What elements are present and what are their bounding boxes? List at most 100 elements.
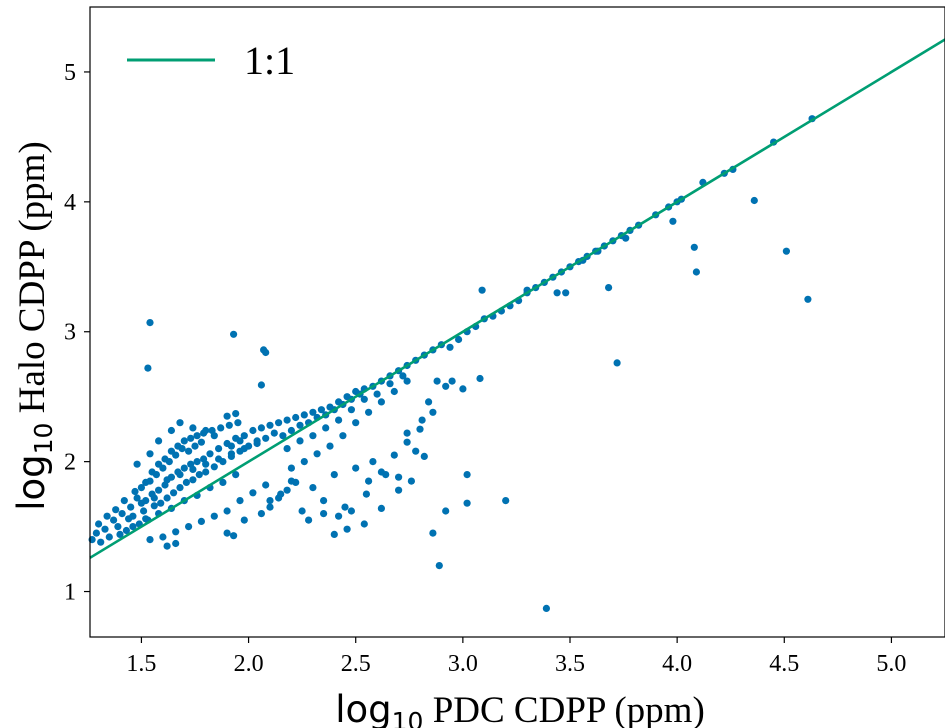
scatter-point (110, 516, 118, 524)
scatter-point (542, 604, 551, 613)
scatter-point (240, 516, 248, 524)
scatter-point (174, 442, 182, 450)
scatter-point (287, 464, 295, 472)
scatter-point (129, 523, 137, 531)
scatter-point (352, 464, 360, 472)
scatter-point (446, 343, 454, 351)
scatter-point (210, 463, 218, 471)
scatter-point (236, 437, 244, 445)
scatter-point (146, 450, 154, 458)
scatter-point (150, 494, 158, 502)
scatter-point (262, 348, 270, 357)
scatter-point (266, 503, 274, 511)
scatter-point (127, 503, 135, 511)
scatter-point (669, 217, 677, 225)
scatter-point (433, 377, 441, 385)
scatter-point (442, 507, 450, 515)
scatter-point (189, 424, 197, 432)
scatter-point (180, 464, 188, 472)
scatter-point (326, 442, 334, 450)
scatter-point (690, 243, 698, 251)
scatter-point (390, 451, 398, 459)
scatter-point (157, 499, 165, 507)
scatter-point (390, 387, 398, 396)
scatter-point (300, 458, 308, 466)
scatter-point (170, 489, 178, 497)
scatter-point (320, 509, 328, 518)
scatter-point (317, 406, 325, 414)
scatter-point (219, 478, 227, 486)
scatter-point (463, 471, 471, 479)
scatter-point (163, 494, 171, 502)
y-tick-label: 3 (64, 320, 76, 346)
identity-line (89, 38, 945, 559)
x-tick-label: 3.5 (555, 651, 585, 677)
scatter-point (339, 432, 347, 440)
scatter-point (395, 486, 403, 494)
scatter-point (217, 424, 225, 432)
scatter-point (97, 538, 105, 546)
scatter-point (150, 502, 158, 510)
scatter-point (395, 473, 403, 481)
scatter-point (146, 319, 154, 327)
scatter-point (189, 476, 197, 484)
scatter-point (240, 432, 248, 440)
x-axis-ticks: 1.5 2.0 2.5 3.0 3.5 4.0 4.5 5.0 (126, 637, 906, 677)
scatter-point (182, 478, 190, 486)
scatter-point (429, 529, 437, 537)
scatter-point (234, 419, 242, 427)
y-axis-label-subscript: 10 (29, 423, 58, 455)
scatter-point (210, 432, 218, 440)
scatter-point (382, 471, 390, 479)
scatter-point (322, 424, 330, 432)
scatter-point (195, 471, 203, 479)
scatter-point (133, 460, 141, 468)
y-axis-label: log10 Halo CDPP (ppm) (10, 141, 58, 511)
scatter-point (146, 536, 154, 544)
scatter-point (352, 419, 360, 427)
y-tick-label: 1 (64, 580, 76, 606)
scatter-point (455, 335, 463, 344)
scatter-point (386, 380, 394, 388)
scatter-point (309, 484, 317, 492)
scatter-point (176, 484, 184, 492)
scatter-point (262, 481, 270, 489)
scatter-point (266, 497, 274, 505)
scatter-point (125, 515, 133, 523)
scatter-point (92, 529, 100, 537)
scatter-point (287, 477, 295, 485)
scatter-point (335, 512, 343, 520)
scatter-point (202, 426, 210, 435)
legend: 1:1 (127, 38, 295, 83)
scatter-point (223, 507, 231, 515)
scatter-point (118, 509, 126, 518)
scatter-point (283, 445, 291, 453)
scatter-point (249, 426, 257, 435)
scatter-point (230, 330, 238, 338)
scatter-point (782, 247, 791, 255)
scatter-point (360, 395, 368, 403)
scatter-point (296, 421, 304, 429)
plot-frame (89, 6, 945, 638)
x-axis-label-subscript: 10 (392, 707, 424, 728)
scatter-point (103, 512, 111, 520)
scatter-point (257, 381, 265, 389)
x-tick-label: 4.5 (769, 651, 799, 677)
scatter-point (215, 455, 223, 463)
scatter-point (459, 385, 467, 393)
y-axis-label-rest: Halo CDPP (ppm) (12, 141, 53, 422)
scatter-point (189, 465, 197, 473)
scatter-point (476, 374, 484, 383)
scatter-point (403, 377, 411, 385)
scatter-point (101, 525, 109, 533)
scatter-point (362, 490, 370, 498)
x-tick-label: 2.5 (341, 651, 371, 677)
scatter-point (163, 476, 171, 484)
scatter-point (298, 507, 306, 515)
scatter-point (215, 445, 223, 453)
scatter-point (159, 533, 167, 541)
scatter-point (266, 421, 274, 429)
scatter-point (377, 398, 385, 406)
scatter-point (257, 424, 265, 432)
